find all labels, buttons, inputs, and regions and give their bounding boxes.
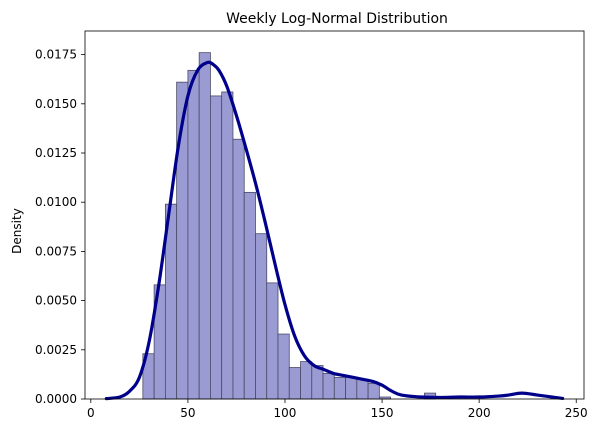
histogram-bar: [277, 333, 290, 400]
y-tick-label: 0.0000: [35, 392, 77, 406]
histogram-bar: [187, 69, 200, 400]
x-tick-label: 150: [371, 406, 394, 420]
y-tick-label: 0.0025: [35, 343, 77, 357]
y-tick-label: 0.0175: [35, 48, 77, 62]
kde-curve: [104, 60, 565, 401]
histogram-bar: [300, 361, 313, 400]
chart-title: Weekly Log-Normal Distribution: [226, 11, 448, 27]
histogram-bar: [266, 282, 279, 400]
y-axis-title: Density: [10, 208, 24, 254]
histogram-bar: [367, 382, 380, 400]
histogram-bar: [356, 378, 369, 400]
y-tick-label: 0.0150: [35, 97, 77, 111]
axes: 0 50 100 150 200 250 0.0000 0.0025 0.0050 0.0075 0…: [35, 30, 588, 420]
histogram-bar: [243, 191, 256, 400]
kde-curve-layer: [104, 60, 565, 401]
histogram-bar: [288, 367, 301, 400]
y-tick-label: 0.0125: [35, 146, 77, 160]
x-tick-label: 100: [274, 406, 297, 420]
histogram-bar: [255, 233, 268, 400]
histogram-bar: [198, 52, 211, 400]
histogram-bar: [221, 91, 234, 400]
histogram-bar: [333, 376, 346, 400]
x-tick-label: 50: [180, 406, 195, 420]
y-tick-label: 0.0050: [35, 294, 77, 308]
plot-frame: [84, 30, 585, 400]
histogram-bar: [311, 365, 324, 400]
histogram-bar: [232, 138, 245, 400]
histogram-bars: [142, 52, 437, 400]
x-tick-label: 200: [468, 406, 491, 420]
y-tick-label: 0.0100: [35, 195, 77, 209]
histogram-bar: [345, 376, 358, 400]
histogram-bar: [210, 95, 223, 400]
y-tick-label: 0.0075: [35, 244, 77, 258]
x-tick-label: 250: [565, 406, 588, 420]
x-tick-label: 0: [87, 406, 95, 420]
histogram-bar: [322, 373, 335, 400]
